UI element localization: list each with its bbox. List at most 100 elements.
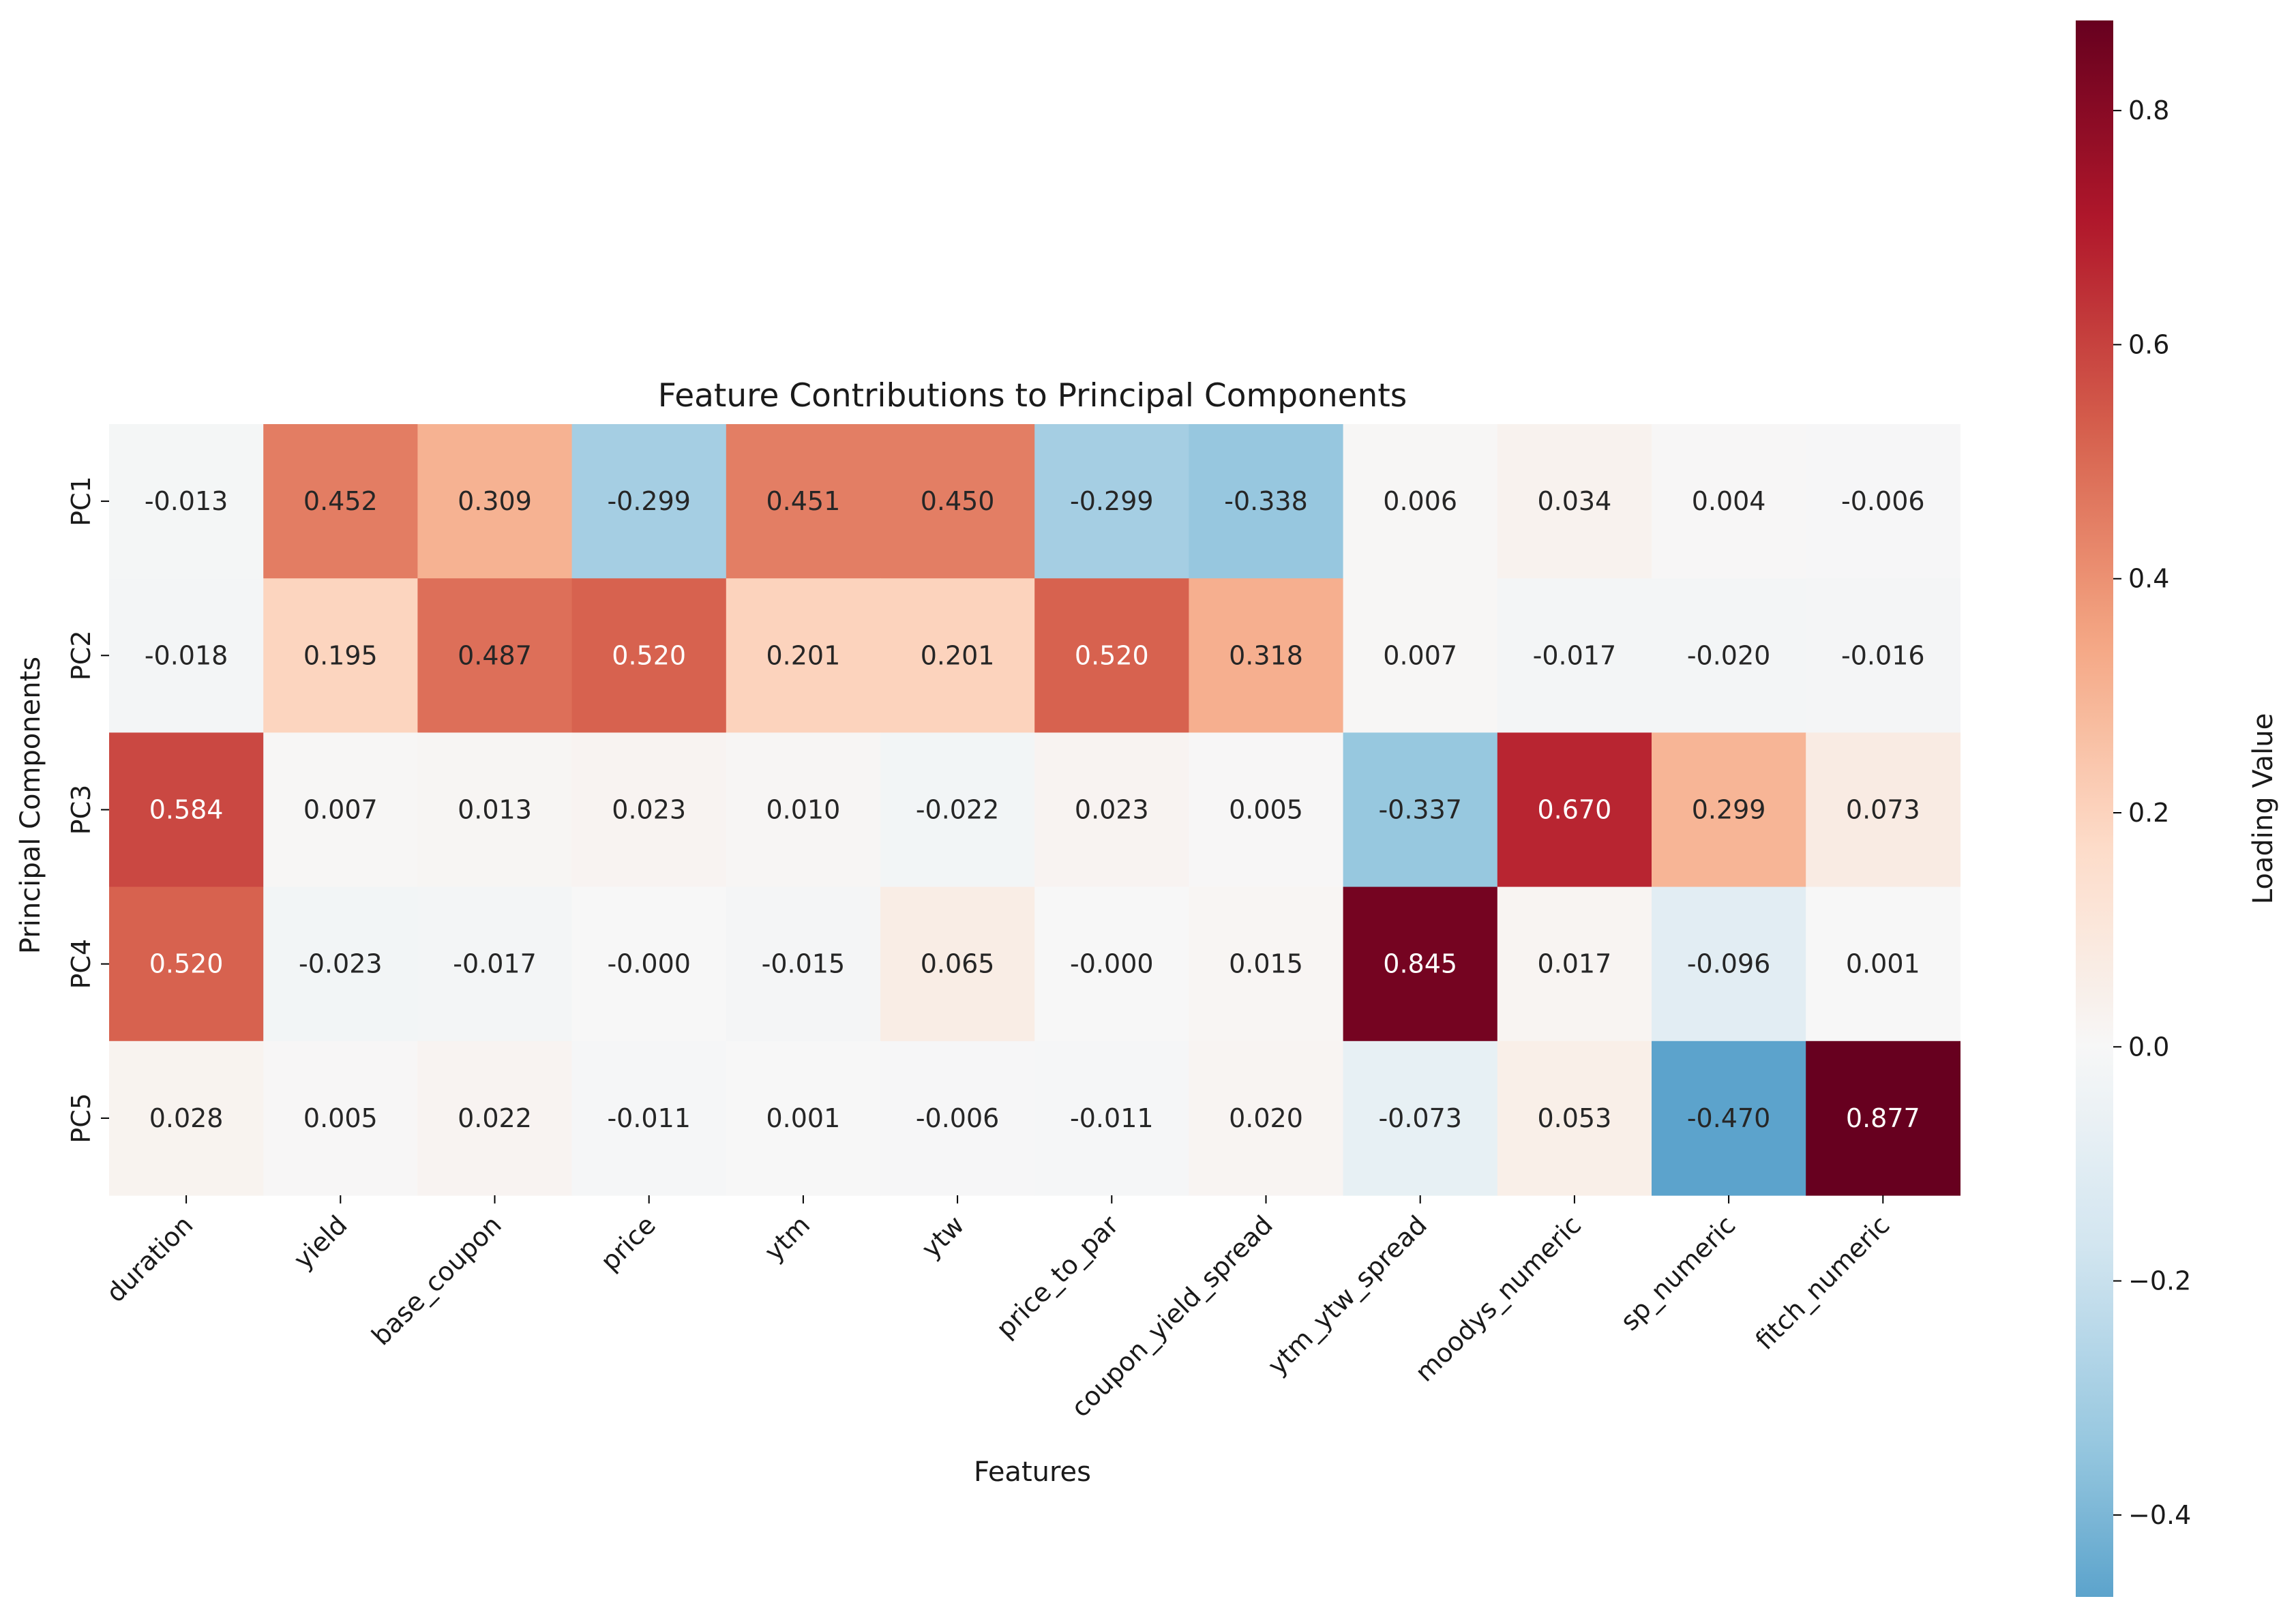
cell-value-label: 0.452 — [303, 486, 378, 516]
heatmap-cell — [1189, 578, 1344, 733]
heatmap-cell — [417, 886, 573, 1042]
x-tick-label: ytm — [759, 1210, 816, 1267]
cell-value-label: 0.195 — [303, 640, 378, 670]
x-tick-label: price — [595, 1210, 661, 1276]
cell-value-label: 0.073 — [1846, 795, 1920, 825]
cell-value-label: 0.520 — [612, 640, 686, 670]
cell-value-label: -0.000 — [1070, 949, 1154, 979]
cell-value-label: -0.016 — [1841, 640, 1925, 670]
heatmap-cell — [263, 1041, 418, 1196]
heatmap-cell — [1189, 1041, 1344, 1196]
colorbar-ticks: −0.4 −0.2 0.0 0.2 0.4 0.6 0.8 — [2113, 95, 2191, 1530]
cell-value-label: -0.013 — [145, 486, 228, 516]
y-tick-label: PC1 — [66, 476, 96, 526]
cell-value-label: 0.845 — [1383, 949, 1457, 979]
heatmap-cell — [1343, 424, 1498, 579]
heatmap-cell — [263, 578, 418, 733]
heatmap-cell — [726, 424, 881, 579]
heatmap-cell — [571, 424, 727, 579]
cell-value-label: 0.299 — [1692, 795, 1766, 825]
x-tick-label: ytw — [916, 1210, 970, 1264]
cell-value-label: 0.487 — [458, 640, 532, 670]
cell-value-label: 0.013 — [458, 795, 532, 825]
heatmap-cell — [1497, 578, 1652, 733]
heatmap-cell — [1343, 732, 1498, 888]
heatmap-cell — [1343, 1041, 1498, 1196]
heatmap-cell — [109, 732, 264, 888]
y-tick-label: PC2 — [66, 630, 96, 680]
heatmap-cell — [1497, 1041, 1652, 1196]
cell-value-label: -0.337 — [1378, 795, 1462, 825]
heatmap-cell — [880, 732, 1035, 888]
heatmap-cell — [571, 886, 727, 1042]
cell-value-label: -0.338 — [1224, 486, 1308, 516]
heatmap-cell — [1343, 578, 1498, 733]
heatmap-cell — [1189, 424, 1344, 579]
cell-value-label: 0.201 — [766, 640, 841, 670]
heatmap-cells: -0.013 0.452 0.309 -0.299 0.451 0.450 -0.299 -0… — [109, 424, 1960, 1196]
heatmap-cell — [417, 1041, 573, 1196]
y-axis-ticks: PC1 PC2 PC3 PC4 PC5 — [66, 476, 109, 1143]
heatmap-cell — [880, 1041, 1035, 1196]
heatmap-cell — [1652, 1041, 1806, 1196]
heatmap-cell — [1806, 732, 1960, 888]
colorbar-tick-label: 0.0 — [2128, 1032, 2169, 1062]
cell-value-label: -0.015 — [762, 949, 846, 979]
cell-value-label: 0.017 — [1538, 949, 1612, 979]
heatmap-cell — [1806, 886, 1960, 1042]
heatmap-cell — [571, 1041, 727, 1196]
cell-value-label: 0.201 — [921, 640, 995, 670]
heatmap-cell — [1343, 886, 1498, 1042]
cell-value-label: -0.073 — [1378, 1103, 1462, 1133]
heatmap-cell — [1806, 1041, 1960, 1196]
cell-value-label: -0.017 — [453, 949, 537, 979]
heatmap-cell — [571, 732, 727, 888]
cell-value-label: -0.006 — [916, 1103, 1000, 1133]
cell-value-label: -0.023 — [299, 949, 383, 979]
heatmap-cell — [417, 732, 573, 888]
heatmap-cell — [880, 578, 1035, 733]
cell-value-label: 0.520 — [1075, 640, 1149, 670]
cell-value-label: 0.023 — [1075, 795, 1149, 825]
heatmap-cell — [726, 732, 881, 888]
cell-value-label: -0.006 — [1841, 486, 1925, 516]
heatmap-cell — [109, 424, 264, 579]
cell-value-label: -0.018 — [145, 640, 228, 670]
cell-value-label: 0.022 — [458, 1103, 532, 1133]
y-tick-label: PC4 — [66, 939, 96, 989]
colorbar — [2076, 20, 2113, 1597]
heatmap-cell — [1652, 578, 1806, 733]
heatmap-cell — [726, 886, 881, 1042]
y-axis-label: Principal Components — [15, 657, 46, 954]
colorbar-tick-label: 0.6 — [2128, 329, 2169, 359]
colorbar-tick-label: 0.2 — [2128, 798, 2169, 828]
heatmap-cell — [1034, 1041, 1189, 1196]
x-tick-label: base_coupon — [366, 1210, 507, 1351]
heatmap-cell — [880, 886, 1035, 1042]
y-tick-label: PC5 — [66, 1093, 96, 1143]
x-tick-label: yield — [288, 1210, 353, 1275]
cell-value-label: -0.470 — [1687, 1103, 1771, 1133]
heatmap-cell — [417, 578, 573, 733]
cell-value-label: 0.023 — [612, 795, 686, 825]
heatmap-cell — [1806, 424, 1960, 579]
cell-value-label: 0.584 — [149, 795, 224, 825]
cell-value-label: 0.309 — [458, 486, 532, 516]
heatmap-cell — [417, 424, 573, 579]
y-tick-label: PC3 — [66, 785, 96, 835]
cell-value-label: -0.299 — [607, 486, 691, 516]
heatmap-cell — [1497, 732, 1652, 888]
colorbar-tick-label: −0.2 — [2128, 1266, 2191, 1296]
cell-value-label: 0.053 — [1538, 1103, 1612, 1133]
cell-value-label: 0.010 — [766, 795, 841, 825]
chart-title: Feature Contributions to Principal Compo… — [658, 377, 1407, 415]
cell-value-label: -0.020 — [1687, 640, 1771, 670]
heatmap-cell — [1497, 886, 1652, 1042]
heatmap-cell — [1034, 732, 1189, 888]
x-axis-label: Features — [974, 1456, 1091, 1488]
colorbar-tick-label: 0.4 — [2128, 564, 2169, 594]
cell-value-label: 0.006 — [1383, 486, 1457, 516]
x-tick-label: moodys_numeric — [1410, 1210, 1587, 1388]
heatmap-cell — [1497, 424, 1652, 579]
cell-value-label: -0.011 — [1070, 1103, 1154, 1133]
